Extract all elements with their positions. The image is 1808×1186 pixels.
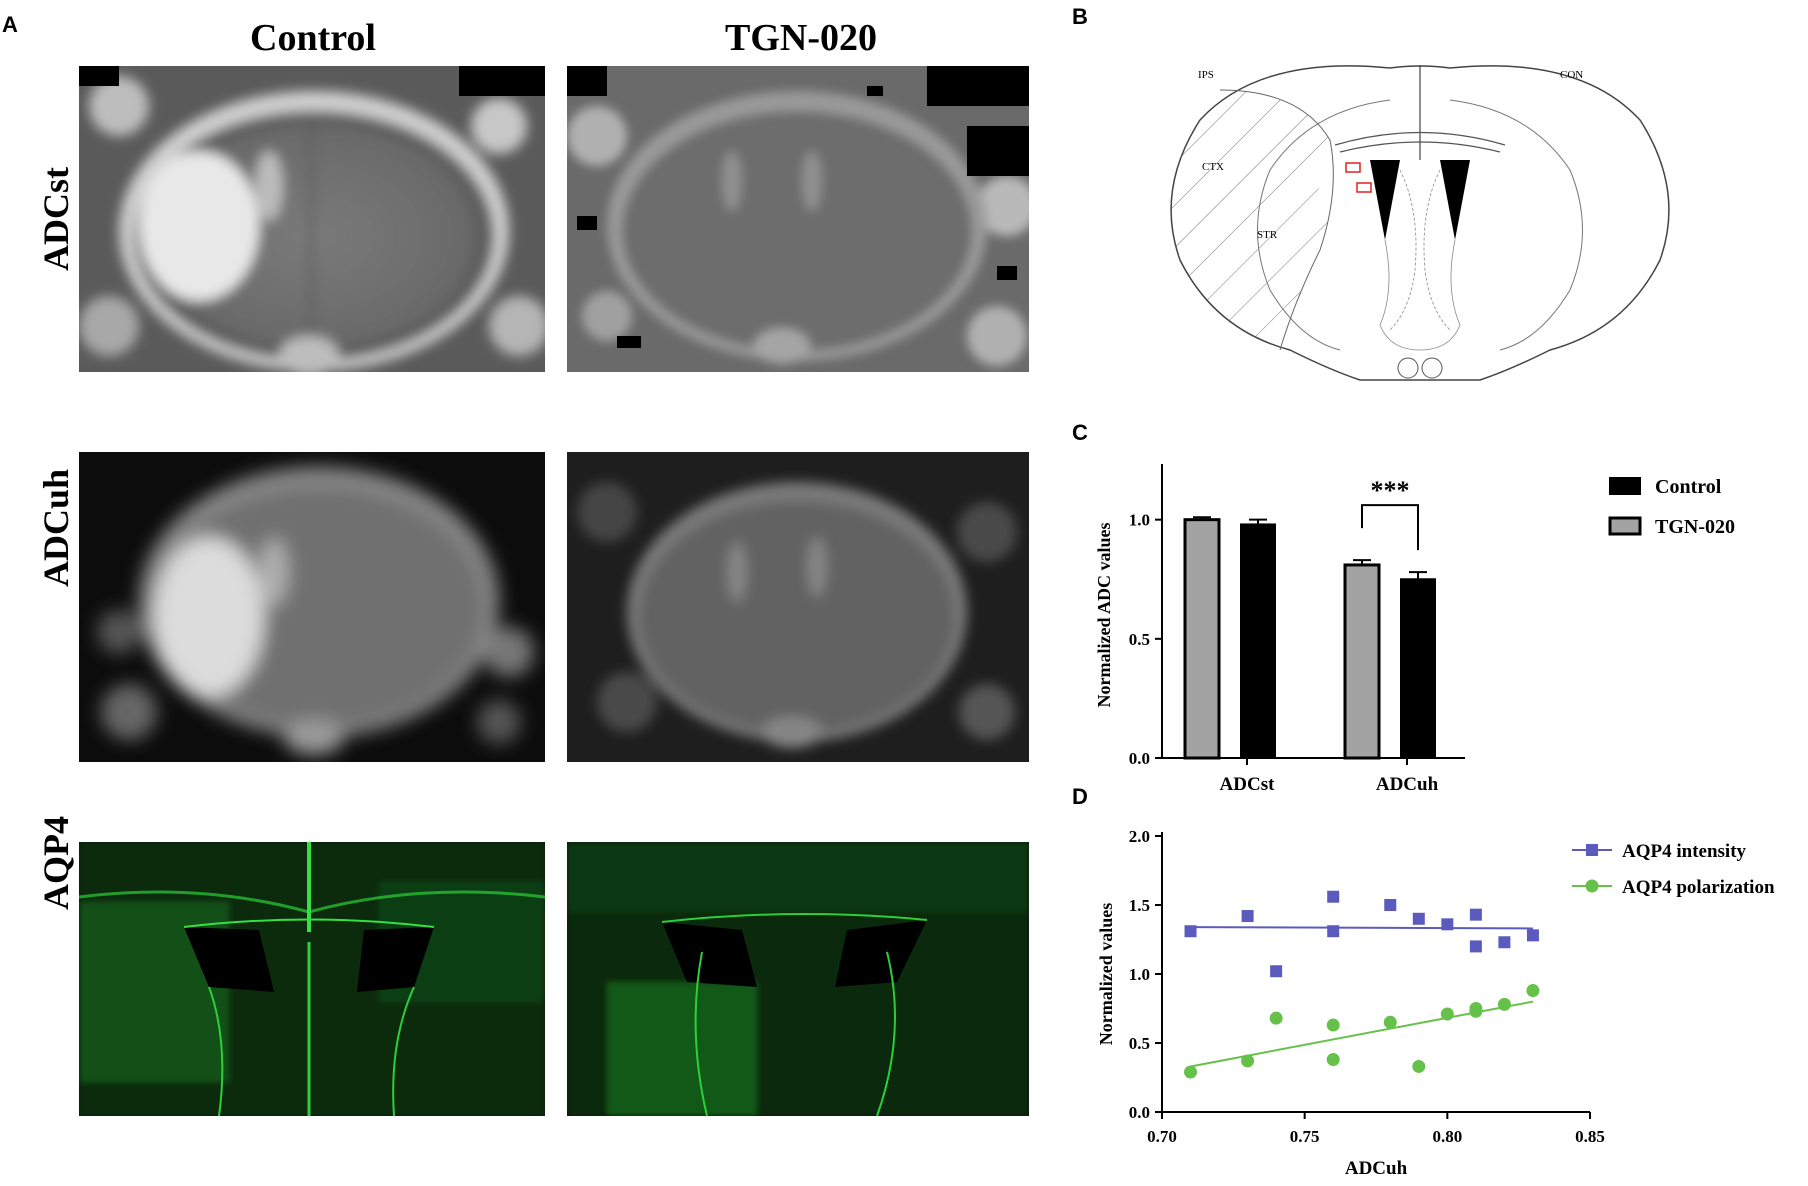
data-point-intensity (1384, 899, 1397, 911)
data-point-intensity (1327, 890, 1340, 903)
y-tick-label: 0.5 (1129, 1034, 1150, 1053)
y-tick-label: 0.0 (1129, 1103, 1150, 1122)
data-point-polarization (1184, 1065, 1198, 1079)
data-point-polarization (1497, 997, 1511, 1011)
data-point-intensity (1270, 965, 1283, 978)
data-point-polarization (1383, 1015, 1397, 1029)
y-axis-label: Normalized ADC values (1094, 523, 1114, 708)
mri-adcuh-control (79, 452, 545, 762)
y-tick-label: 0.0 (1129, 749, 1150, 768)
mri-adcst-tgn020 (567, 66, 1029, 372)
legend-label-polarization: AQP4 polarization (1622, 877, 1775, 898)
x-axis-label: ADCuh (1345, 1158, 1408, 1179)
scatter-chart-aqp4: 0.0 0.5 1.0 1.5 2.0 0.70 0.75 0.80 0.85 ADCuh Norm… (1090, 806, 1808, 1181)
legend-label-tgn020: TGN-020 (1655, 516, 1735, 538)
fluorescence-aqp4-tgn020 (567, 842, 1029, 1116)
data-point-intensity (1498, 936, 1511, 949)
legend-swatch-tgn020 (1608, 516, 1642, 536)
significance-bracket (1361, 504, 1419, 551)
data-point-intensity (1469, 940, 1482, 953)
data-point-polarization (1326, 1053, 1340, 1067)
data-point-intensity (1441, 918, 1454, 931)
row-label-adcuh: ADCuh (36, 468, 76, 588)
label-ips: IPS (1198, 69, 1214, 81)
x-tick-label: 0.85 (1575, 1127, 1605, 1146)
data-point-intensity (1241, 910, 1254, 923)
data-point-polarization (1269, 1011, 1283, 1025)
brain-atlas-diagram: IPS CON CTX STR (1160, 50, 1680, 390)
data-point-polarization (1526, 984, 1540, 998)
y-tick-label: 1.5 (1129, 896, 1150, 915)
y-tick-label: 0.5 (1129, 630, 1150, 649)
roi-box-2 (1356, 182, 1372, 193)
row-label-adcst: ADCst (36, 167, 76, 271)
x-tick-label: ADCst (1220, 774, 1276, 795)
label-ctx: CTX (1202, 161, 1224, 173)
panel-letter-c: C (1072, 420, 1088, 445)
significance-stars: *** (1371, 476, 1410, 505)
bar-control (1240, 523, 1276, 759)
panel-letter-b: B (1072, 4, 1088, 29)
y-tick-label: 1.0 (1129, 511, 1150, 530)
legend-marker-intensity (1586, 844, 1598, 856)
label-str: STR (1257, 229, 1278, 241)
x-tick-label: 0.80 (1432, 1127, 1462, 1146)
y-tick-label: 2.0 (1129, 827, 1150, 846)
bar-control (1400, 578, 1436, 759)
legend-marker-polarization (1585, 879, 1599, 893)
data-point-polarization (1412, 1059, 1426, 1073)
x-tick-label: ADCuh (1376, 774, 1439, 795)
data-point-intensity (1184, 925, 1197, 938)
data-point-polarization (1469, 1002, 1483, 1015)
panel-letter-d: D (1072, 784, 1088, 809)
legend-label-control: Control (1655, 476, 1722, 498)
bar-tgn020 (1343, 563, 1381, 760)
label-con: CON (1560, 69, 1583, 81)
legend-swatch-control (1609, 477, 1641, 495)
panel-letter-a: A (2, 12, 18, 37)
data-point-polarization (1241, 1054, 1255, 1068)
roi-box-1 (1345, 162, 1361, 173)
bar-tgn020 (1183, 518, 1221, 760)
data-point-polarization (1440, 1007, 1454, 1021)
data-point-intensity (1526, 929, 1539, 942)
data-point-intensity (1469, 908, 1482, 921)
fit-line-intensity (1190, 926, 1533, 930)
y-tick-label: 1.0 (1129, 965, 1150, 984)
bar-chart-adc: 0.0 0.5 1.0 Normalized ADC values ADCst ADCuh… (1090, 440, 1808, 800)
data-point-intensity (1327, 925, 1340, 938)
data-point-intensity (1412, 912, 1425, 925)
x-tick-label: 0.70 (1147, 1127, 1177, 1146)
row-label-aqp4: AQP4 (36, 816, 76, 910)
legend-label-intensity: AQP4 intensity (1622, 841, 1747, 862)
column-title-tgn020: TGN-020 (725, 17, 877, 59)
mri-adcuh-tgn020 (567, 452, 1029, 762)
column-title-control: Control (250, 17, 376, 59)
x-tick-label: 0.75 (1290, 1127, 1320, 1146)
y-axis-label: Normalized values (1096, 903, 1116, 1045)
fluorescence-aqp4-control (79, 842, 545, 1116)
mri-adcst-control (79, 66, 545, 372)
data-point-polarization (1326, 1018, 1340, 1032)
